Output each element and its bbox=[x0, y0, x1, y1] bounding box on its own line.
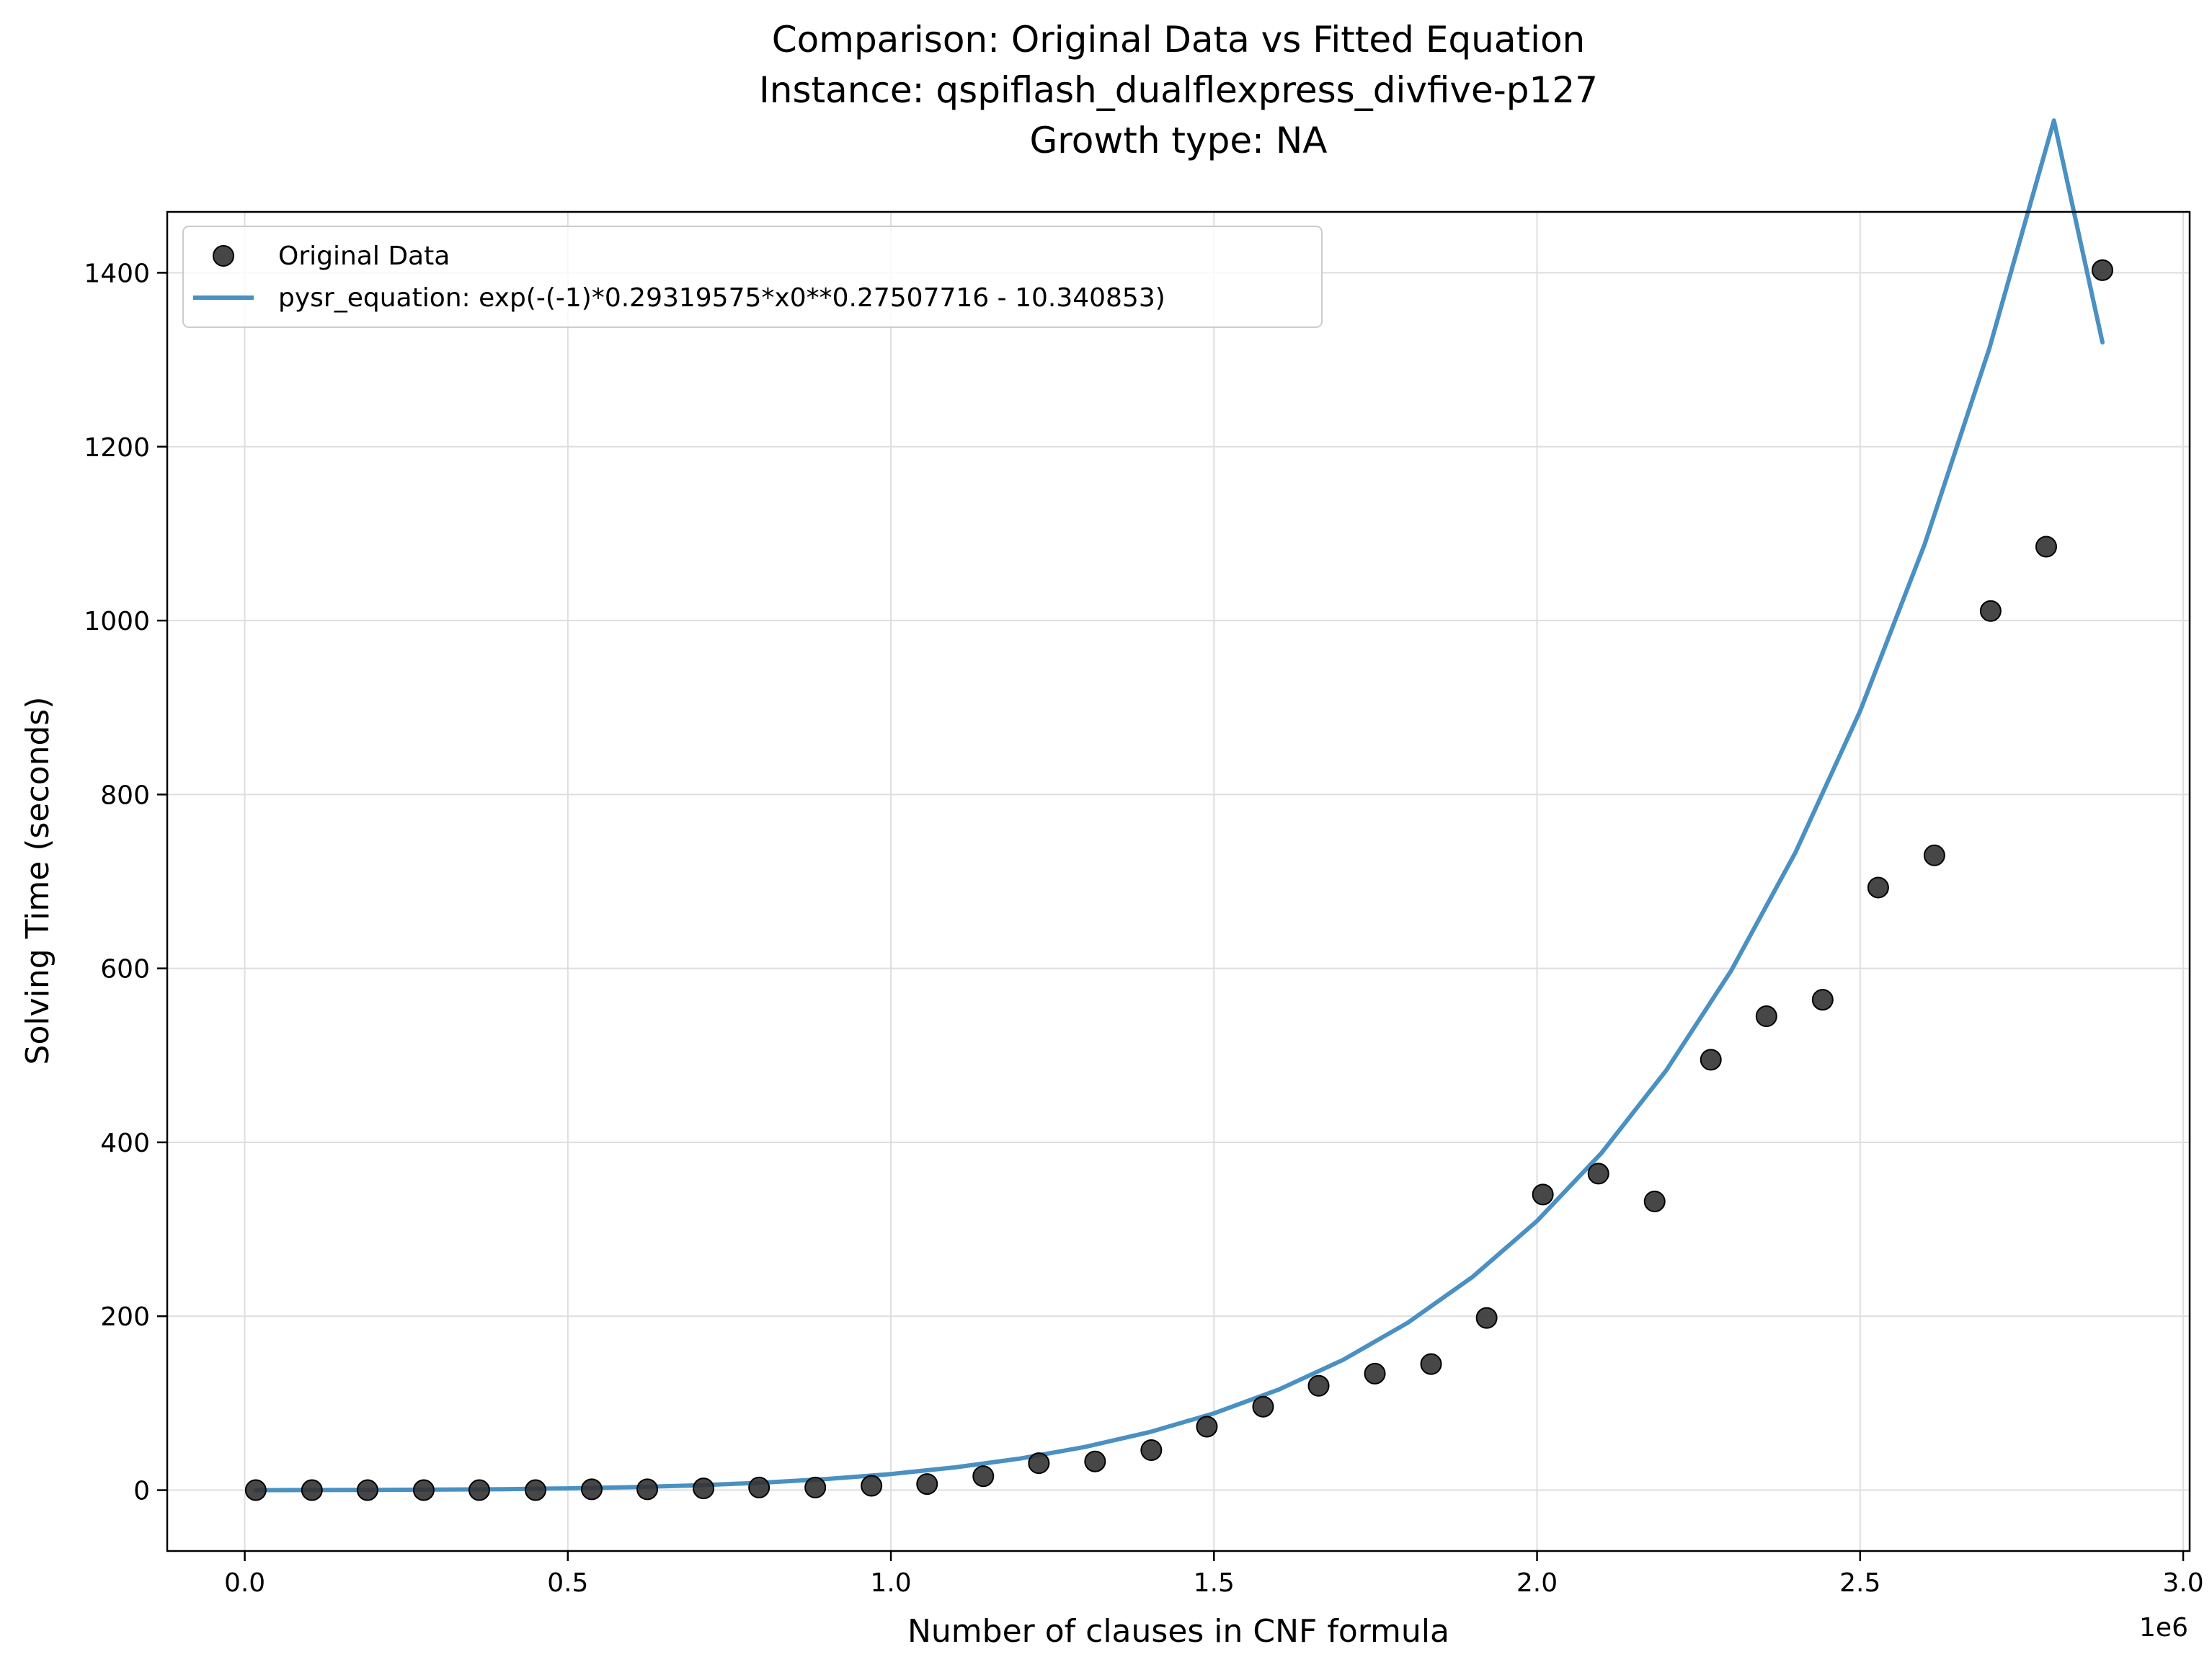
grid bbox=[167, 212, 2190, 1551]
data-point bbox=[356, 1479, 378, 1501]
data-point bbox=[636, 1478, 659, 1501]
data-point bbox=[1084, 1450, 1106, 1472]
x-tick-label-1: 0.5 bbox=[547, 1568, 588, 1598]
data-point bbox=[1923, 844, 1945, 866]
x-tick-label-6: 3.0 bbox=[2162, 1568, 2203, 1598]
data-point bbox=[1252, 1395, 1274, 1418]
legend: Original Data pysr_equation: exp(-(-1)*0… bbox=[182, 226, 1323, 328]
data-point bbox=[1755, 1005, 1777, 1028]
x-tick-label-3: 1.5 bbox=[1194, 1568, 1235, 1598]
data-point bbox=[2091, 259, 2113, 281]
data-point bbox=[1475, 1307, 1498, 1329]
y-tick-label-5: 1000 bbox=[84, 607, 150, 636]
data-point bbox=[748, 1476, 770, 1498]
data-point bbox=[524, 1479, 546, 1501]
y-axis-label: Solving Time (seconds) bbox=[19, 697, 56, 1065]
y-axis-ticks: 0 200 400 600 800 1000 1200 1400 bbox=[84, 259, 167, 1506]
data-point bbox=[1811, 989, 1834, 1011]
data-point bbox=[916, 1473, 938, 1496]
data-point bbox=[1420, 1353, 1442, 1375]
data-point bbox=[468, 1479, 491, 1501]
data-point bbox=[861, 1475, 883, 1497]
legend-label-fit-line: pysr_equation: exp(-(-1)*0.29319575*x0**… bbox=[278, 283, 1165, 313]
y-tick-label-6: 1200 bbox=[84, 433, 150, 463]
chart-title: Comparison: Original Data vs Fitted Equa… bbox=[759, 19, 1598, 161]
data-point bbox=[693, 1477, 715, 1500]
plot-frame bbox=[166, 210, 2191, 1552]
fit-line-group bbox=[253, 118, 2105, 1493]
legend-marker-original-data bbox=[213, 245, 234, 267]
data-point bbox=[1196, 1416, 1218, 1438]
y-tick-label-7: 1400 bbox=[84, 259, 150, 288]
data-point bbox=[301, 1479, 323, 1501]
data-point bbox=[2035, 536, 2057, 558]
y-tick-label-0: 0 bbox=[133, 1477, 150, 1506]
chart-title-line-2: Growth type: NA bbox=[1030, 120, 1328, 161]
x-tick-label-5: 2.5 bbox=[1839, 1568, 1880, 1598]
x-axis-ticks: 0.0 0.5 1.0 1.5 2.0 2.5 3.0 bbox=[224, 1551, 2204, 1598]
chart-title-line-0: Comparison: Original Data vs Fitted Equa… bbox=[772, 19, 1586, 61]
data-points-group bbox=[244, 259, 2113, 1501]
legend-box bbox=[182, 226, 1323, 328]
y-tick-label-2: 400 bbox=[100, 1129, 150, 1158]
data-point bbox=[1587, 1163, 1609, 1185]
data-point bbox=[1700, 1049, 1722, 1071]
data-point bbox=[1979, 600, 2002, 622]
data-point bbox=[1140, 1439, 1163, 1462]
y-tick-label-4: 800 bbox=[100, 781, 150, 810]
data-point bbox=[804, 1476, 827, 1498]
data-point bbox=[580, 1478, 603, 1501]
chart-title-line-1: Instance: qspiflash_dualflexpress_divfiv… bbox=[759, 69, 1598, 111]
x-tick-label-0: 0.0 bbox=[224, 1568, 265, 1598]
x-axis-offset-label: 1e6 bbox=[2139, 1613, 2188, 1643]
data-point bbox=[1643, 1190, 1666, 1212]
legend-label-original-data: Original Data bbox=[278, 241, 450, 271]
data-point bbox=[1867, 876, 1889, 899]
data-point bbox=[972, 1465, 995, 1488]
data-point bbox=[1307, 1374, 1330, 1397]
data-point bbox=[244, 1479, 267, 1501]
y-tick-label-1: 200 bbox=[100, 1302, 150, 1332]
data-point bbox=[412, 1479, 435, 1501]
data-point bbox=[1028, 1452, 1050, 1475]
x-axis-label: Number of clauses in CNF formula bbox=[907, 1613, 1449, 1650]
data-point bbox=[1364, 1362, 1386, 1385]
data-point bbox=[1532, 1183, 1554, 1206]
x-tick-label-4: 2.0 bbox=[1516, 1568, 1558, 1598]
x-tick-label-2: 1.0 bbox=[870, 1568, 911, 1598]
fit-line bbox=[253, 118, 2105, 1493]
y-tick-label-3: 600 bbox=[100, 955, 150, 985]
